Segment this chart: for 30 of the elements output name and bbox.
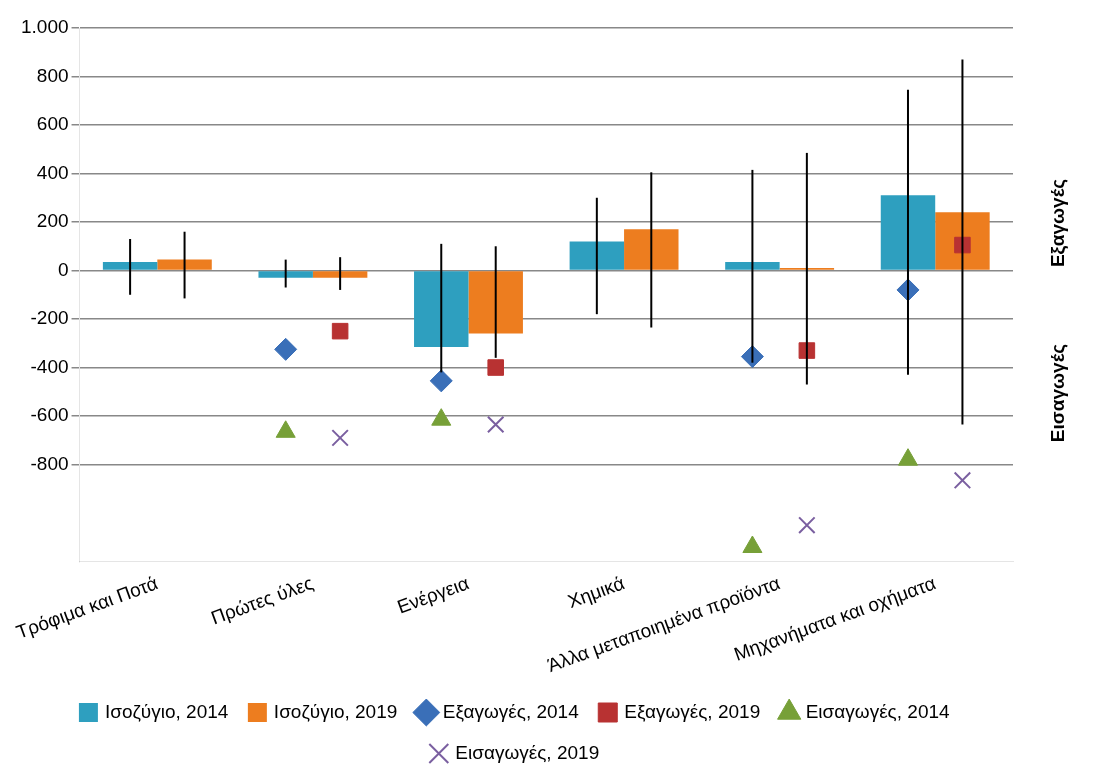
y-tick-label: 200 xyxy=(36,210,69,232)
y-tick-label: -600 xyxy=(30,404,69,426)
y-tick-label: -400 xyxy=(30,355,69,377)
bar xyxy=(725,262,780,270)
legend-label: Εξαγωγές, 2019 xyxy=(624,700,761,722)
bar xyxy=(880,195,936,270)
bar xyxy=(258,271,313,278)
y-tick-label: 800 xyxy=(36,64,69,86)
legend-label: Εισαγωγές, 2014 xyxy=(805,700,951,722)
y-tick-label: 600 xyxy=(36,113,69,135)
y-tick-label: 0 xyxy=(57,258,69,280)
bar xyxy=(569,241,625,270)
x-tick-label: Χημικά xyxy=(564,572,628,613)
bar xyxy=(157,259,212,270)
bar xyxy=(414,271,469,347)
legend-label: Εισαγωγές, 2019 xyxy=(455,741,600,763)
bar xyxy=(468,271,523,334)
text: Εισαγωγές xyxy=(1047,343,1069,443)
y-tick-label: 400 xyxy=(36,161,69,183)
y-tick-label: 1.000 xyxy=(21,16,69,38)
y-tick-label: -200 xyxy=(30,307,69,329)
text: Εξαγωγές xyxy=(1047,178,1069,268)
legend-label: Ισοζύγιο, 2014 xyxy=(104,700,229,722)
legend-label: Ισοζύγιο, 2019 xyxy=(273,700,398,722)
bar xyxy=(624,229,679,270)
bar xyxy=(312,271,368,278)
x-tick-label: Πρώτες ύλες xyxy=(208,572,317,629)
legend-label: Εξαγωγές, 2014 xyxy=(442,700,580,722)
y-tick-label: -800 xyxy=(30,452,69,474)
bar xyxy=(102,262,158,270)
